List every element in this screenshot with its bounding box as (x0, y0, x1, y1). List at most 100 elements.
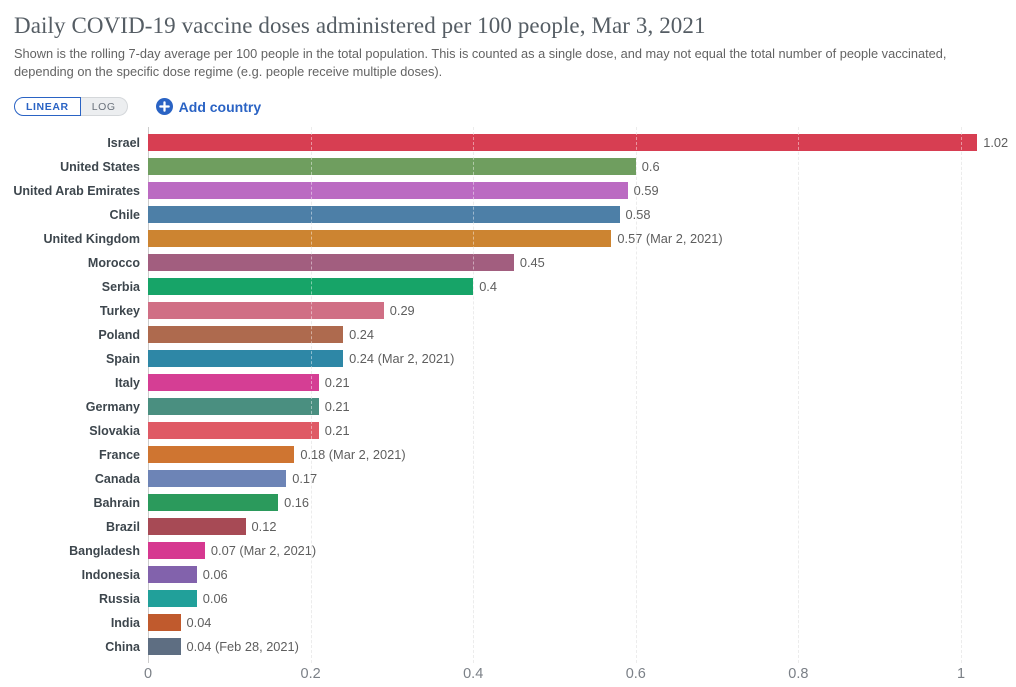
table-row: Spain 0.24 (Mar 2, 2021) (0, 347, 1016, 371)
bar[interactable] (148, 638, 181, 656)
value-label: 0.59 (633, 183, 659, 199)
bar[interactable] (148, 446, 295, 464)
country-label[interactable]: Chile (109, 207, 140, 222)
page-title: Daily COVID-19 vaccine doses administere… (14, 13, 706, 38)
value-label: 0.21 (324, 375, 350, 391)
gridline-overlay (310, 126, 312, 663)
table-row: Israel 1.02 (0, 131, 1016, 155)
bar[interactable] (148, 182, 628, 200)
add-country-label: Add country (178, 98, 262, 115)
bar[interactable] (148, 134, 978, 152)
value-label: 0.6 (641, 159, 660, 175)
table-row: United States 0.6 (0, 155, 1016, 179)
x-tick-label: 1 (956, 665, 966, 682)
value-label: 0.06 (202, 567, 228, 583)
country-label[interactable]: Italy (114, 375, 140, 390)
table-row: Bahrain 0.16 (0, 491, 1016, 515)
value-label: 0.07 (Mar 2, 2021) (210, 543, 317, 559)
country-label[interactable]: France (99, 447, 140, 462)
country-label[interactable]: United States (60, 159, 140, 174)
table-row: Morocco 0.45 (0, 251, 1016, 275)
bar[interactable] (148, 350, 344, 368)
bar[interactable] (148, 614, 181, 632)
bar[interactable] (148, 302, 384, 320)
country-label[interactable]: Turkey (99, 303, 140, 318)
value-label: 0.29 (389, 303, 415, 319)
table-row: India 0.04 (0, 611, 1016, 635)
bar[interactable] (148, 158, 636, 176)
bar[interactable] (148, 470, 287, 488)
value-label: 0.57 (Mar 2, 2021) (617, 231, 723, 247)
bar[interactable] (148, 518, 246, 536)
bar[interactable] (148, 254, 514, 272)
table-row: Chile 0.58 (0, 203, 1016, 227)
add-country-button[interactable]: Add country (155, 98, 262, 116)
table-row: Poland 0.24 (0, 323, 1016, 347)
country-label[interactable]: Brazil (105, 519, 140, 534)
linear-scale-button[interactable]: LINEAR (14, 96, 81, 117)
bar[interactable] (148, 206, 620, 224)
bar-chart: Israel 1.02 United States 0.6 United Arab Em… (0, 126, 1016, 687)
table-row: Canada 0.17 (0, 467, 1016, 491)
plus-icon (155, 98, 173, 116)
gridline-overlay (473, 126, 475, 663)
country-label[interactable]: Indonesia (81, 567, 140, 582)
x-tick-label: 0.8 (788, 665, 809, 682)
bar[interactable] (148, 422, 319, 440)
gridline-overlay (961, 126, 962, 663)
country-label[interactable]: Serbia (101, 279, 140, 294)
table-row: Bangladesh 0.07 (Mar 2, 2021) (0, 539, 1016, 563)
country-label[interactable]: Israel (107, 135, 140, 150)
country-label[interactable]: Morocco (87, 255, 140, 270)
log-scale-button[interactable]: LOG (80, 96, 128, 117)
gridline (473, 126, 475, 663)
value-label: 0.16 (284, 495, 309, 511)
x-tick-label: 0.4 (463, 665, 484, 682)
x-tick-label: 0.2 (300, 665, 321, 682)
gridline (961, 126, 962, 663)
country-label[interactable]: Slovakia (89, 423, 140, 438)
gridline (635, 126, 637, 663)
bar[interactable] (148, 326, 344, 344)
value-label: 0.45 (519, 255, 545, 271)
bar[interactable] (148, 278, 474, 296)
x-tick-label: 0.6 (625, 665, 646, 682)
bar[interactable] (148, 374, 319, 392)
country-label[interactable]: India (110, 615, 140, 630)
gridline-overlay (635, 126, 637, 663)
value-label: 0.24 (349, 327, 375, 343)
value-label: 0.18 (Mar 2, 2021) (300, 447, 406, 463)
country-label[interactable]: Germany (85, 399, 140, 414)
country-label[interactable]: Russia (99, 591, 140, 606)
table-row: Brazil 0.12 (0, 515, 1016, 539)
bar[interactable] (148, 542, 205, 560)
country-label[interactable]: Canada (94, 471, 140, 486)
country-label[interactable]: United Arab Emirates (13, 183, 140, 198)
gridline (310, 126, 312, 663)
country-label[interactable]: Spain (105, 351, 140, 366)
bar[interactable] (148, 590, 197, 608)
bar[interactable] (148, 230, 612, 248)
table-row: France 0.18 (Mar 2, 2021) (0, 443, 1016, 467)
country-label[interactable]: Bahrain (93, 495, 140, 510)
chart-controls: LINEAR LOG Add country (14, 95, 1016, 119)
bar[interactable] (148, 398, 319, 416)
table-row: United Kingdom 0.57 (Mar 2, 2021) (0, 227, 1016, 251)
value-label: 0.4 (479, 279, 497, 295)
value-label: 0.04 (186, 615, 212, 631)
country-label[interactable]: Poland (98, 327, 140, 342)
country-label[interactable]: United Kingdom (43, 231, 140, 246)
table-row: Germany 0.21 (0, 395, 1016, 419)
bar[interactable] (148, 494, 279, 512)
chart-header: Daily COVID-19 vaccine doses administere… (0, 0, 1016, 82)
value-label: 0.24 (Mar 2, 2021) (349, 351, 455, 367)
country-label[interactable]: Bangladesh (69, 543, 140, 558)
bar[interactable] (148, 566, 197, 584)
table-row: China 0.04 (Feb 28, 2021) (0, 635, 1016, 659)
table-row: United Arab Emirates 0.59 (0, 179, 1016, 203)
country-label[interactable]: China (105, 639, 140, 654)
bar-rows: Israel 1.02 United States 0.6 United Arab Em… (0, 131, 1016, 659)
x-axis: 0 0.2 0.4 0.6 0.8 1 (0, 659, 1016, 687)
chart-subtitle: Shown is the rolling 7-day average per 1… (14, 45, 947, 80)
